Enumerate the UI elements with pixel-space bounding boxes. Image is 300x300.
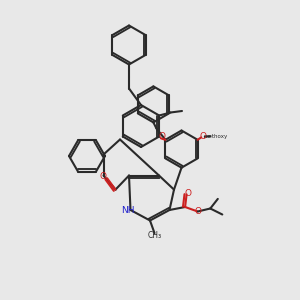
Text: O: O [158,132,165,141]
Text: CH₃: CH₃ [147,231,162,240]
Text: O: O [100,172,107,181]
Text: O: O [184,189,192,198]
Text: NH: NH [121,206,135,215]
Text: O: O [200,132,206,141]
Text: O: O [194,207,202,216]
Text: methoxy: methoxy [203,134,228,139]
